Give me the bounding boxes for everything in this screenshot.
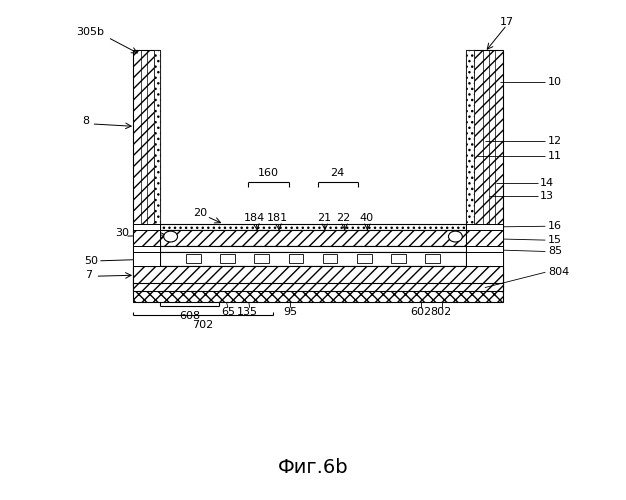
Text: 8: 8: [82, 116, 89, 126]
Text: 12: 12: [548, 136, 562, 146]
Bar: [133, 230, 160, 246]
Text: 608: 608: [179, 311, 200, 321]
Text: 30: 30: [116, 228, 130, 237]
Ellipse shape: [448, 231, 463, 242]
Bar: [133, 224, 160, 230]
Text: 135: 135: [237, 307, 259, 317]
Text: 10: 10: [548, 77, 562, 87]
Text: 50: 50: [85, 256, 98, 266]
Text: 20: 20: [193, 208, 207, 218]
Bar: [133, 291, 503, 302]
Bar: [466, 50, 503, 290]
Text: 160: 160: [258, 168, 279, 178]
Bar: [154, 50, 160, 290]
Text: 11: 11: [548, 151, 562, 161]
Text: 15: 15: [548, 235, 562, 245]
Bar: [466, 252, 503, 266]
Bar: [220, 254, 235, 264]
Bar: [133, 283, 503, 292]
Text: 14: 14: [540, 178, 553, 188]
Bar: [357, 254, 371, 264]
Text: 65: 65: [221, 307, 235, 317]
Bar: [160, 246, 466, 252]
Bar: [133, 50, 160, 290]
Text: 40: 40: [359, 214, 374, 224]
Text: 17: 17: [500, 16, 514, 26]
Bar: [391, 254, 406, 264]
Text: 802: 802: [430, 307, 451, 317]
Text: 22: 22: [337, 214, 351, 224]
Bar: [133, 252, 160, 266]
Bar: [322, 254, 337, 264]
Bar: [255, 254, 269, 264]
Bar: [187, 254, 201, 264]
Bar: [160, 230, 466, 246]
Text: 13: 13: [540, 190, 553, 200]
Bar: [466, 224, 503, 230]
Text: 184: 184: [244, 214, 265, 224]
Text: 602: 602: [410, 307, 431, 317]
Text: 85: 85: [548, 246, 562, 256]
Text: Фиг.6b: Фиг.6b: [278, 458, 348, 477]
Text: 804: 804: [548, 267, 569, 277]
Text: 181: 181: [267, 214, 288, 224]
Bar: [425, 254, 439, 264]
Bar: [466, 50, 475, 290]
Bar: [160, 224, 466, 230]
Text: 305b: 305b: [76, 28, 105, 38]
Bar: [133, 246, 160, 252]
Bar: [466, 230, 503, 246]
Text: 702: 702: [192, 320, 213, 330]
Bar: [133, 266, 503, 284]
Text: 24: 24: [331, 168, 345, 178]
Bar: [160, 252, 466, 266]
Bar: [289, 254, 304, 264]
Bar: [466, 246, 503, 252]
Text: 21: 21: [317, 214, 331, 224]
Ellipse shape: [163, 231, 178, 242]
Text: 95: 95: [283, 307, 297, 317]
Text: 16: 16: [548, 222, 562, 232]
Text: 7: 7: [86, 270, 93, 280]
